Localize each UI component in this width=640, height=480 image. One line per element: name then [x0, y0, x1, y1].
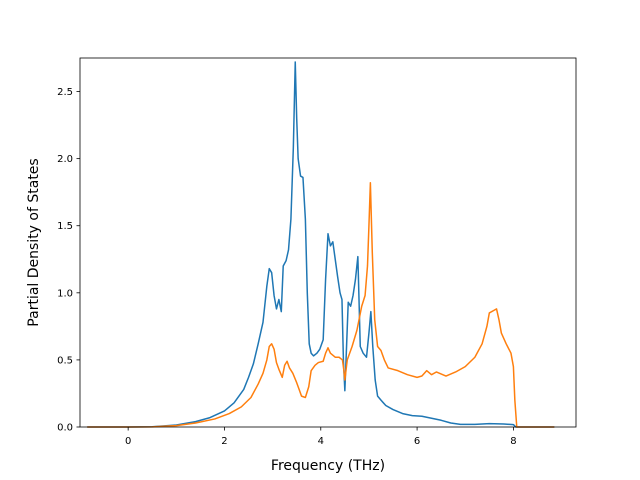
series-line-1 [87, 61, 555, 428]
x-axis-label: Frequency (THz) [271, 458, 385, 474]
x-tick-label: 6 [414, 436, 420, 447]
y-axis-label: Partial Density of States [26, 158, 42, 326]
y-tick-label: 0.0 [57, 423, 73, 434]
plot-frame [79, 57, 577, 428]
plot-lines [87, 61, 555, 428]
x-tick-label: 4 [318, 436, 324, 447]
x-axis-ticks: 0 2 4 6 8 [125, 427, 517, 447]
y-tick-label: 1.0 [57, 288, 73, 299]
series-line-2 [87, 182, 555, 428]
y-axis-ticks: 0.0 0.5 1.0 1.5 2.0 2.5 [57, 87, 80, 434]
x-tick-label: 8 [510, 436, 516, 447]
y-tick-label: 1.5 [57, 221, 73, 232]
y-tick-label: 2.0 [57, 154, 73, 165]
y-tick-label: 2.5 [57, 87, 73, 98]
x-tick-label: 0 [125, 436, 131, 447]
y-tick-label: 0.5 [57, 355, 73, 366]
x-tick-label: 2 [221, 436, 227, 447]
